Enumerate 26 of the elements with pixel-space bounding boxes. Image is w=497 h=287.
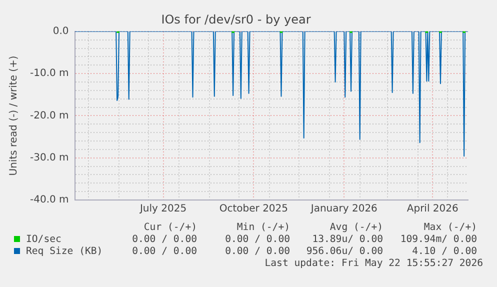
y-tick-label: -40.0 m <box>30 194 69 206</box>
text: Min (-/+) <box>236 222 290 234</box>
y-axis-title: Units read (-) / write (+) <box>8 56 20 176</box>
y-tick-label: -10.0 m <box>30 68 69 80</box>
x-tick-label: January 2026 <box>310 204 378 215</box>
text: 109.94m/ 0.00 <box>400 234 477 246</box>
y-tick-label: -20.0 m <box>30 110 69 122</box>
text: Max (-/+) <box>424 222 477 234</box>
text: 956.06u/ 0.00 <box>306 246 383 258</box>
legend-label: Req Size (KB) <box>26 246 103 258</box>
legend-label: IO/sec <box>26 234 62 246</box>
y-tick-label: 0.0 <box>52 26 69 37</box>
text: Last update: Fri May 22 15:55:27 2026 <box>264 258 483 270</box>
text: Cur (-/+) <box>144 222 197 234</box>
x-tick-label: October 2025 <box>219 204 288 215</box>
text: 13.89u/ 0.00 <box>312 234 383 246</box>
text: 4.10 / 0.00 <box>412 246 477 258</box>
x-tick-label: July 2025 <box>138 204 187 215</box>
text: 0.00 / 0.00 <box>225 246 290 258</box>
text: 0.00 / 0.00 <box>225 234 290 246</box>
chart-title: IOs for /dev/sr0 - by year <box>161 12 311 26</box>
x-tick-label: April 2026 <box>406 204 458 215</box>
text: Avg (-/+) <box>330 222 383 234</box>
y-tick-label: -30.0 m <box>30 152 69 164</box>
text: 0.00 / 0.00 <box>132 246 197 258</box>
text: 0.00 / 0.00 <box>132 234 197 246</box>
